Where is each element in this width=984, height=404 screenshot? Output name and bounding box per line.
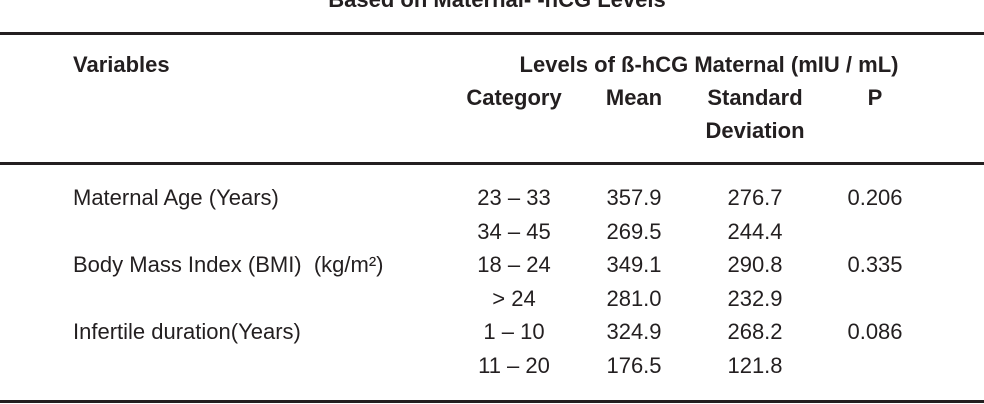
category-cell: 34 – 45 (477, 218, 551, 244)
column-header: Standard Deviation (705, 85, 805, 143)
column-header: Category (466, 85, 562, 110)
p-value: 0.335 (847, 252, 903, 278)
sd-cell: 244.4 (727, 218, 783, 244)
category-cell: 1 – 10 (483, 319, 545, 345)
column-header: P (867, 85, 883, 110)
sd-cell: 121.8 (727, 353, 783, 378)
top-rule (0, 32, 984, 35)
category-cell: > 24 (492, 285, 536, 311)
sd-cell: 268.2 (727, 319, 783, 345)
mean-cell: 176.5 (606, 353, 662, 378)
sd-cell: 290.8 (727, 252, 783, 278)
p-value: 0.206 (847, 185, 903, 210)
group-header: Levels of ß-hCG Maternal (mIU / mL) (519, 52, 899, 77)
variable-label: Body Mass Index (BMI) (kg/m²) (73, 252, 384, 278)
category-cell: 11 – 20 (478, 353, 550, 378)
mean-cell: 281.0 (606, 285, 662, 311)
sd-cell: 232.9 (727, 285, 783, 311)
header-rule (0, 162, 984, 165)
category-cell: 23 – 33 (477, 185, 551, 210)
column-header: Mean (605, 85, 663, 110)
sd-cell: 276.7 (727, 185, 783, 210)
p-value: 0.086 (847, 319, 903, 345)
variable-label: Infertile duration(Years) (73, 319, 301, 345)
category-cell: 18 – 24 (477, 252, 551, 278)
mean-cell: 349.1 (606, 252, 662, 278)
bottom-rule (0, 400, 984, 403)
mean-cell: 269.5 (606, 218, 662, 244)
variable-label: Maternal Age (Years) (73, 185, 279, 210)
mean-cell: 324.9 (606, 319, 662, 345)
table-title: Based on Maternal- -hCG Levels (328, 0, 665, 16)
mean-cell: 357.9 (606, 185, 662, 210)
variables-header: Variables (73, 52, 170, 77)
